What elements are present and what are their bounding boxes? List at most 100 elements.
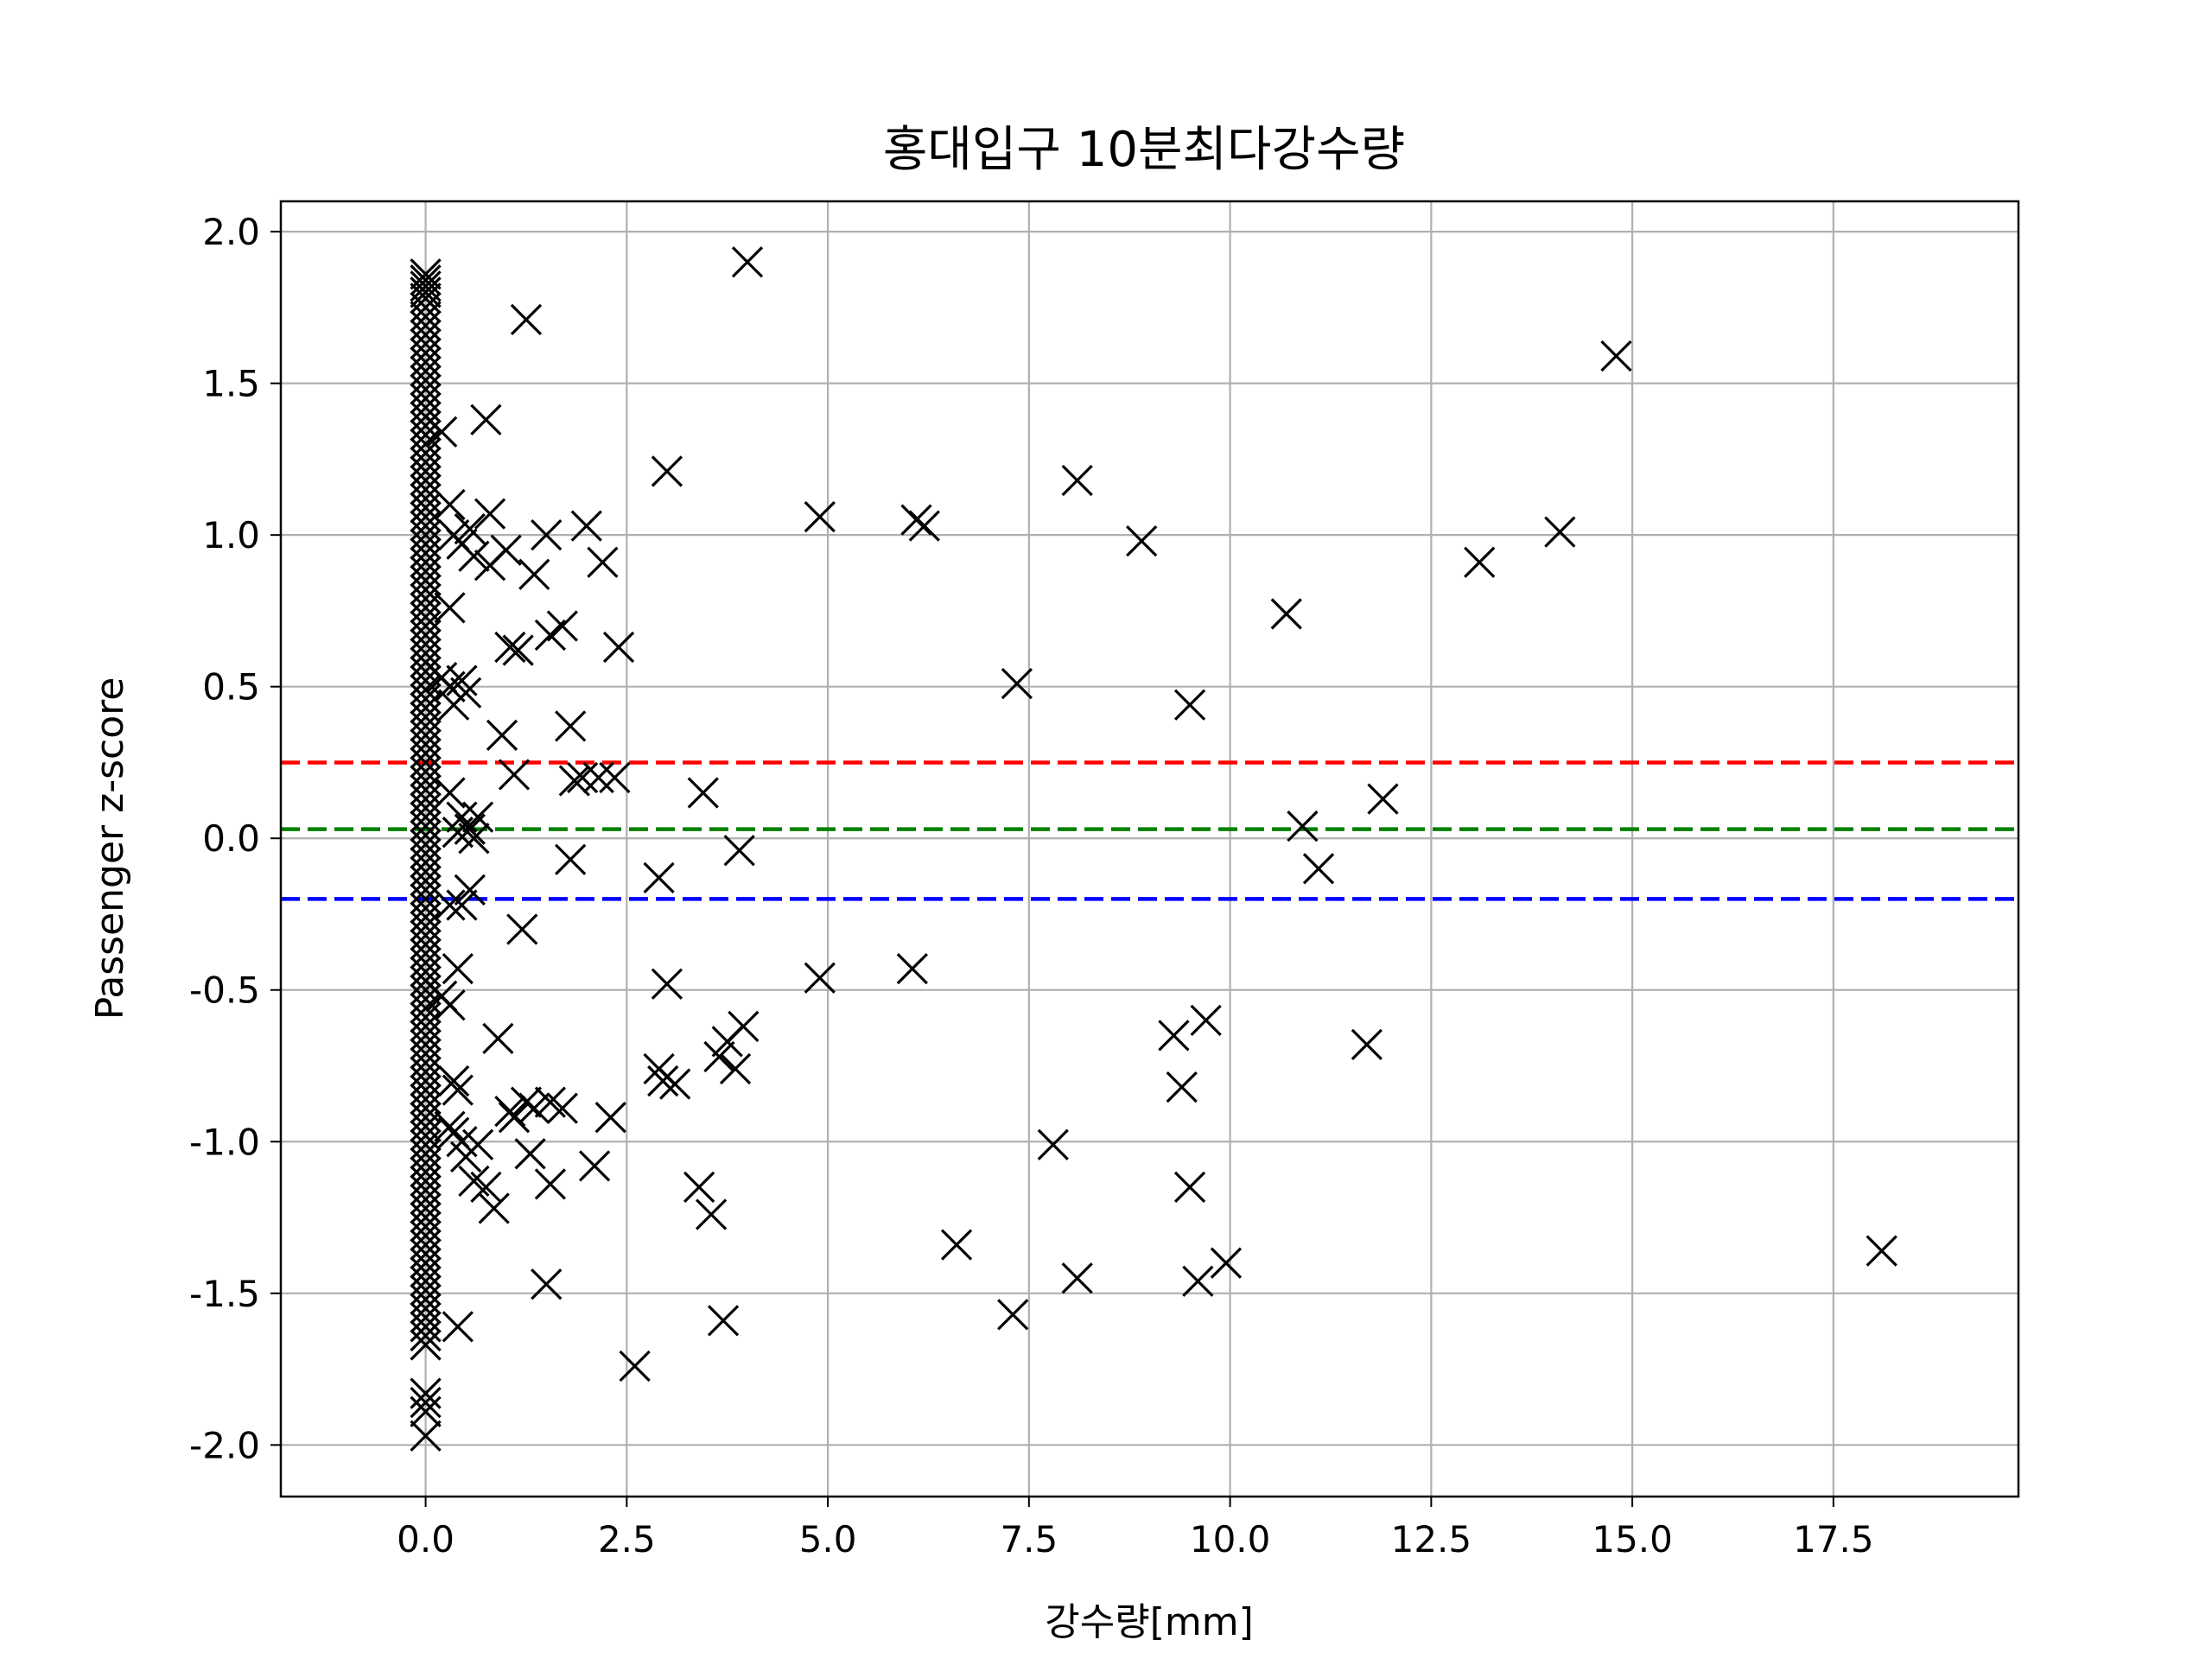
data-point	[531, 519, 563, 551]
data-point-zero-rain	[410, 1420, 442, 1452]
data-point	[1037, 1128, 1069, 1160]
y-tick-label: 1.0	[202, 514, 260, 556]
y-axis-label: Passenger z-score	[88, 677, 132, 1020]
data-points	[410, 246, 1897, 1452]
data-point-zero-rain	[410, 1395, 442, 1427]
data-point	[1173, 689, 1206, 721]
data-point	[900, 504, 932, 536]
data-point	[555, 710, 587, 742]
data-point	[1210, 1247, 1243, 1279]
data-point	[1866, 1235, 1897, 1267]
x-axis: 0.0 2.5 5.0 7.5 10.0 12.5 15.0 17.5	[397, 1497, 1874, 1560]
data-point	[502, 634, 534, 666]
data-point	[474, 498, 506, 530]
data-point	[518, 1092, 550, 1124]
data-point	[442, 953, 474, 985]
data-point	[1173, 1171, 1206, 1204]
data-point	[587, 546, 619, 578]
data-point	[1302, 853, 1335, 885]
data-point	[643, 861, 675, 893]
data-point	[582, 761, 614, 794]
data-point	[1166, 1071, 1198, 1103]
data-point	[461, 801, 494, 833]
data-point	[703, 1040, 735, 1073]
data-point-zero-rain	[410, 1329, 442, 1361]
grid	[281, 201, 2018, 1497]
y-tick-label: 1.5	[202, 363, 260, 405]
data-point	[719, 1052, 752, 1085]
data-point	[651, 455, 683, 487]
data-point	[602, 631, 635, 664]
data-point	[434, 777, 466, 809]
x-tick-label: 17.5	[1793, 1518, 1874, 1560]
data-point	[478, 1192, 510, 1224]
data-point	[514, 1138, 546, 1170]
data-point	[1600, 340, 1632, 372]
data-point	[1351, 1028, 1383, 1061]
data-point	[510, 303, 543, 336]
data-point	[434, 1110, 466, 1142]
y-tick-label: -2.0	[189, 1424, 260, 1466]
data-point	[707, 1305, 740, 1337]
data-point	[546, 1092, 578, 1124]
data-point	[1126, 525, 1158, 557]
plot-frame	[279, 200, 2020, 1498]
y-tick-label: 0.0	[202, 817, 260, 860]
data-point	[896, 953, 928, 985]
data-point	[555, 843, 587, 875]
data-point	[594, 1102, 626, 1134]
y-tick-label: 0.5	[202, 666, 260, 709]
data-point	[454, 874, 486, 906]
x-tick-label: 15.0	[1592, 1518, 1673, 1560]
x-tick-label: 10.0	[1190, 1518, 1271, 1560]
y-tick-label: -0.5	[189, 969, 260, 1012]
data-point	[723, 835, 755, 867]
data-point	[486, 719, 518, 751]
data-point	[1367, 783, 1399, 815]
data-point	[567, 761, 599, 794]
data-point	[731, 246, 764, 278]
data-point	[619, 1350, 651, 1382]
data-point	[426, 416, 458, 448]
x-tick-label: 7.5	[1000, 1518, 1058, 1560]
data-point	[498, 759, 531, 791]
data-point	[1158, 1020, 1190, 1052]
x-tick-label: 2.5	[598, 1518, 656, 1560]
data-point	[659, 1068, 691, 1100]
data-point	[442, 1074, 474, 1106]
data-point-zero-rain	[410, 1387, 442, 1419]
data-point	[518, 558, 550, 590]
data-point	[482, 1022, 514, 1055]
data-point	[438, 689, 470, 721]
data-point	[454, 513, 486, 545]
chart-title: 홍대입구 10분최다강수량	[883, 122, 1405, 178]
data-point	[458, 540, 490, 572]
y-tick-label: -1.5	[189, 1273, 260, 1315]
x-axis-label: 강수량[mm]	[1045, 1600, 1254, 1644]
data-point	[1061, 1262, 1093, 1294]
data-point	[446, 664, 478, 696]
data-point	[434, 989, 466, 1021]
data-point	[1190, 1004, 1222, 1036]
y-tick-label: -1.0	[189, 1121, 260, 1163]
data-point-zero-rain	[410, 276, 442, 308]
data-point	[442, 1311, 474, 1343]
data-point	[1001, 668, 1033, 700]
data-point	[683, 1171, 715, 1204]
data-point-zero-rain	[410, 1319, 442, 1352]
y-axis: 2.0 1.5 1.0 0.5 0.0 -0.5 -1.0 -1.5 -2.0	[189, 211, 281, 1466]
data-point	[647, 1065, 679, 1097]
data-point	[599, 761, 631, 794]
data-point	[804, 500, 836, 533]
data-point	[470, 1171, 502, 1204]
data-point	[498, 1102, 531, 1134]
data-point	[804, 962, 836, 994]
data-point	[494, 631, 526, 664]
data-point	[474, 550, 506, 582]
x-tick-label: 12.5	[1391, 1518, 1472, 1560]
data-point	[695, 1198, 728, 1230]
data-point	[438, 1065, 470, 1097]
data-point	[470, 404, 502, 435]
reference-lines	[281, 760, 2018, 901]
